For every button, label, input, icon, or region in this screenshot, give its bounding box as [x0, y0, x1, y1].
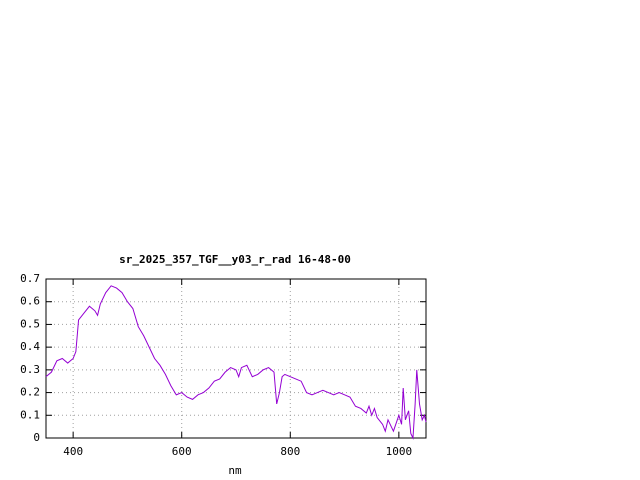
- y-tick-label: 0.5: [20, 317, 40, 330]
- y-tick-label: 0.3: [20, 363, 40, 376]
- chart-title: sr_2025_357_TGF__y03_r_rad 16-48-00: [119, 253, 351, 266]
- x-tick-label: 600: [172, 445, 192, 458]
- y-tick-label: 0.4: [20, 340, 40, 353]
- plot-border: [45, 278, 427, 439]
- y-tick-label: 0.7: [20, 272, 40, 285]
- y-tick-label: 0.1: [20, 408, 40, 421]
- y-tick-label: 0.6: [20, 295, 40, 308]
- x-tick-label: 1000: [386, 445, 413, 458]
- x-tick-label: 800: [280, 445, 300, 458]
- data-line: [45, 285, 427, 440]
- y-tick-label: 0.2: [20, 386, 40, 399]
- y-tick-label: 0: [33, 431, 40, 444]
- x-tick-label: 400: [63, 445, 83, 458]
- x-axis-label: nm: [228, 464, 242, 477]
